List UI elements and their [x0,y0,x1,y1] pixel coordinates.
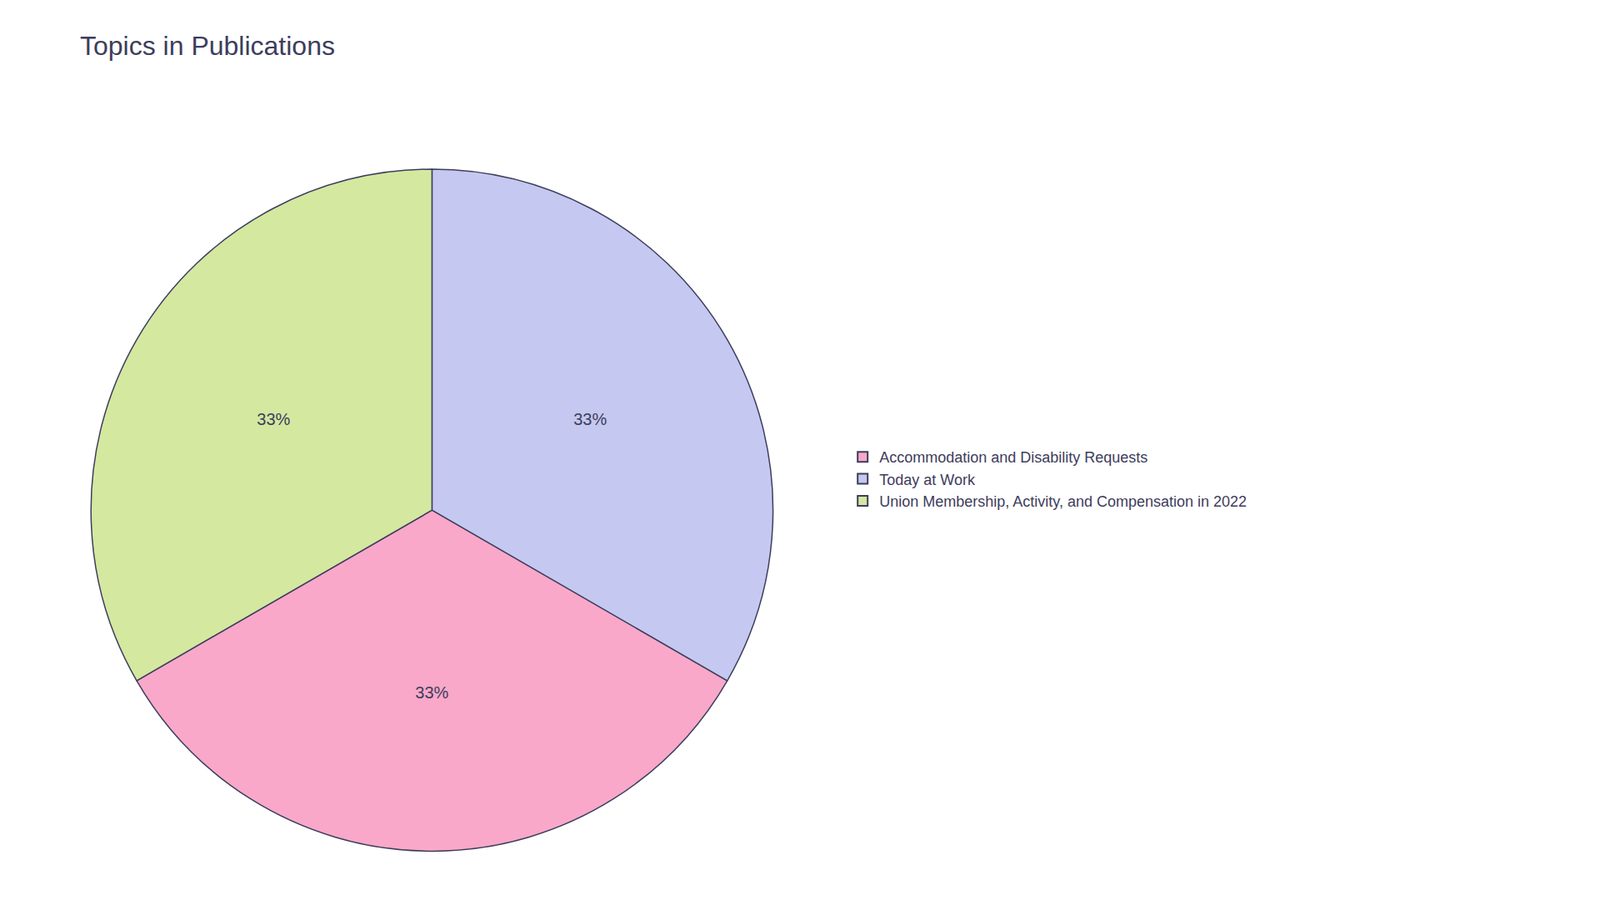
svg-text:Topics in Publications: Topics in Publications [80,30,335,61]
svg-text:Today at Work: Today at Work [879,471,976,489]
svg-text:Union Membership, Activity, an: Union Membership, Activity, and Compensa… [879,493,1247,510]
svg-text:Accommodation and Disability R: Accommodation and Disability Requests [879,449,1148,466]
svg-text:33%: 33% [573,410,607,429]
svg-text:33%: 33% [415,683,449,702]
svg-text:33%: 33% [256,410,290,429]
